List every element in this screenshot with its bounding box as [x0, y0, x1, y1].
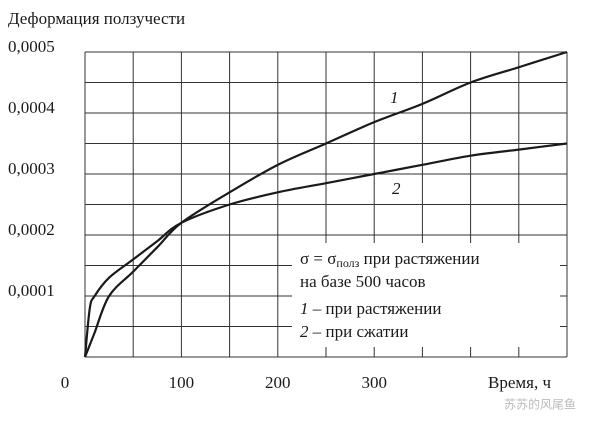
curve [83, 50, 568, 358]
note-background [292, 243, 560, 347]
y-tick-label: 0,0003 [8, 159, 55, 178]
x-tick-label: 200 [265, 373, 291, 392]
x-axis-title: Время, ч [488, 373, 551, 392]
y-tick-label: 0,0002 [8, 220, 55, 239]
y-axis-title: Деформация ползучести [8, 9, 185, 28]
note-line: σ = σполз при растяжении [300, 249, 480, 270]
x-tick-label: 0 [61, 373, 70, 392]
curve-label: 2 [392, 179, 401, 198]
watermark: 苏苏的风尾鱼 [504, 397, 576, 412]
y-tick-label: 0,0004 [8, 98, 55, 117]
x-tick-label: 100 [169, 373, 195, 392]
x-tick-label: 300 [361, 373, 387, 392]
curve [83, 142, 568, 358]
y-tick-label: 0,0001 [8, 281, 55, 300]
curve-label: 1 [390, 88, 399, 107]
legend-entry: 2 – при сжатии [300, 322, 408, 341]
note-line: на базе 500 часов [300, 272, 426, 291]
y-tick-label: 0,0005 [8, 37, 55, 56]
legend-entry: 1 – при растяжении [300, 299, 441, 318]
